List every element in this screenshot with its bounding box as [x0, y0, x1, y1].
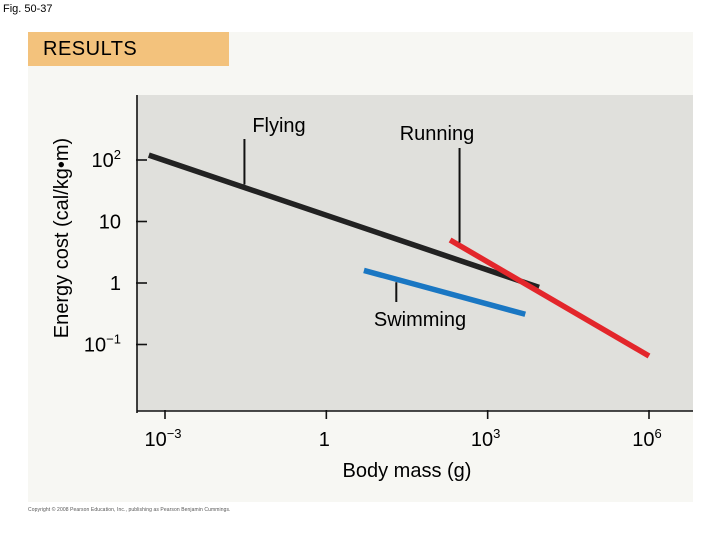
y-tick-label: 10 [99, 212, 121, 234]
x-tick-label: 106 [632, 426, 661, 451]
series-line-swimming [363, 267, 526, 317]
x-tick-label: 10−3 [144, 426, 181, 451]
swimming-label: Swimming [374, 309, 466, 331]
figure-label: Fig. 50-37 [3, 3, 53, 15]
flying-label: Flying [252, 115, 305, 137]
y-tick-label: 102 [92, 147, 121, 172]
series-line-flying [147, 152, 540, 290]
plot-area [137, 95, 693, 411]
y-tick-label: 10−1 [84, 332, 121, 357]
x-tick-label: 1 [319, 429, 330, 451]
x-axis-title: Body mass (g) [343, 460, 472, 482]
results-header: RESULTS [28, 32, 229, 66]
series-line-running [448, 237, 651, 359]
results-header-text: RESULTS [43, 37, 138, 60]
y-axis-title: Energy cost (cal/kg•m) [51, 138, 73, 338]
running-label: Running [400, 123, 475, 145]
copyright-notice: Copyright © 2008 Pearson Education, Inc.… [28, 507, 231, 513]
x-tick-label: 103 [471, 426, 500, 451]
y-tick-label: 1 [110, 273, 121, 295]
